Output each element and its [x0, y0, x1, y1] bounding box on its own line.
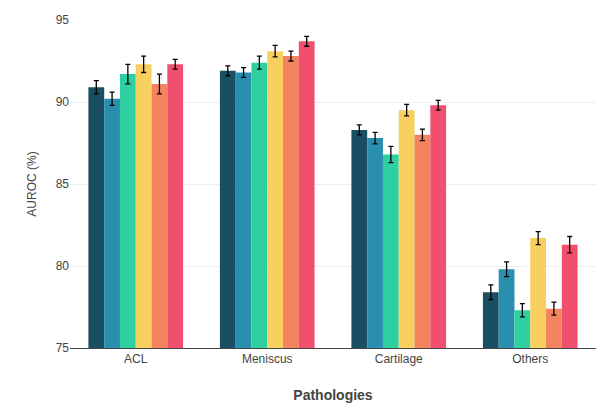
svg-text:Pathologies: Pathologies — [293, 387, 373, 403]
svg-text:ACL: ACL — [124, 352, 148, 366]
svg-text:Cartilage: Cartilage — [375, 352, 423, 366]
svg-text:90: 90 — [56, 95, 70, 109]
svg-text:Others: Others — [512, 352, 548, 366]
svg-text:AUROC (%): AUROC (%) — [25, 151, 39, 216]
svg-text:80: 80 — [56, 259, 70, 273]
svg-text:85: 85 — [56, 177, 70, 191]
svg-text:Meniscus: Meniscus — [242, 352, 293, 366]
svg-text:95: 95 — [56, 13, 70, 27]
svg-text:75: 75 — [56, 341, 70, 355]
